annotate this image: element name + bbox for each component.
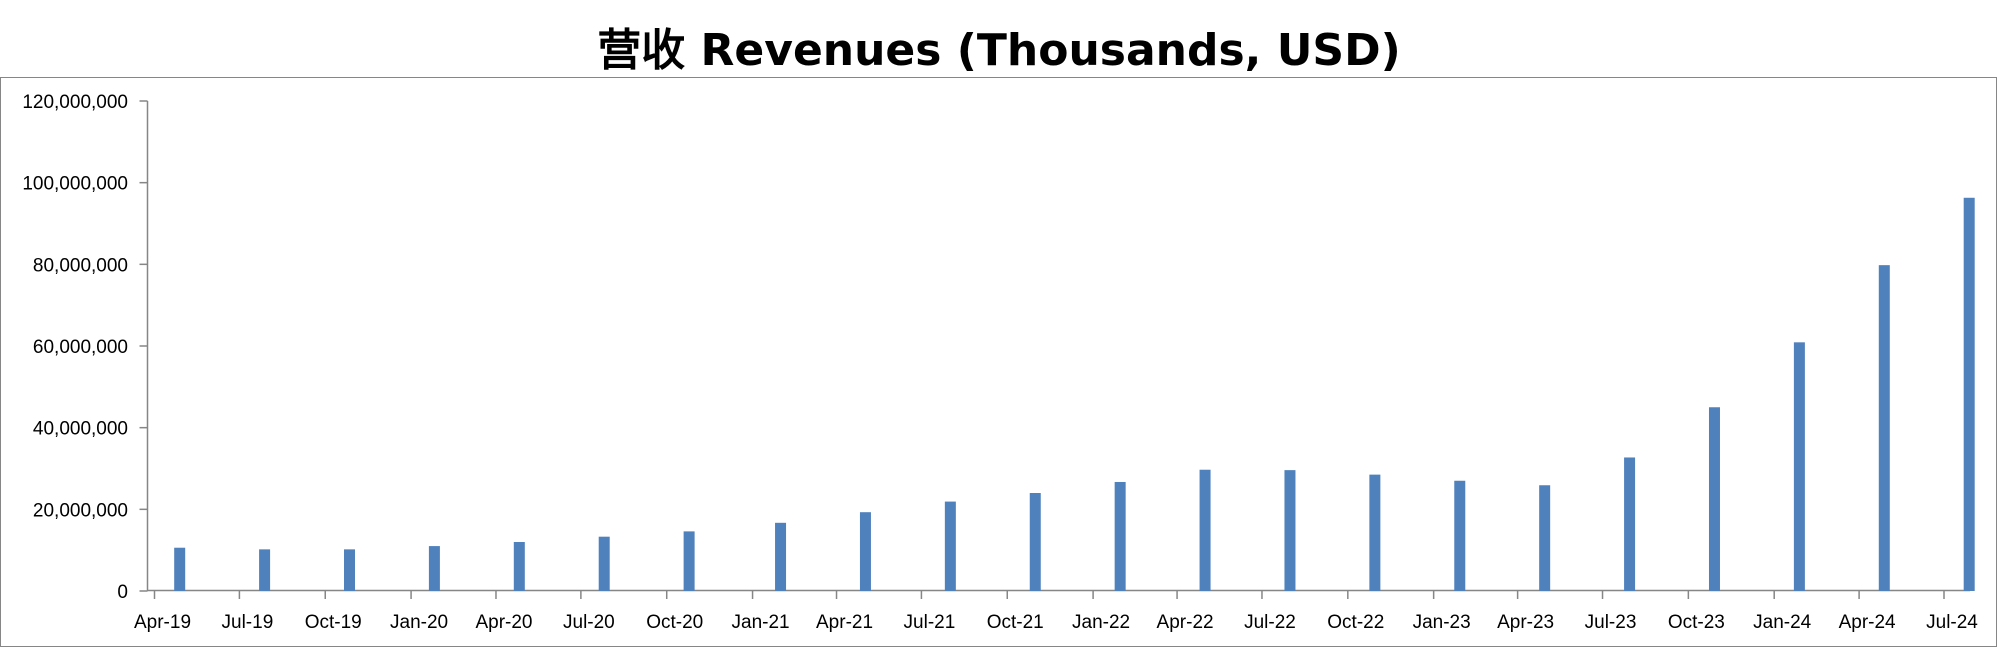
revenue-bar: [343, 549, 355, 591]
x-tick-label: Jan-22: [1072, 612, 1130, 633]
x-tick-label: Oct-19: [305, 612, 362, 633]
x-axis-ticks: Apr-19 Jul-19 Oct-19 Jan-20 Apr-20 Jul-20 Oct-…: [134, 591, 1978, 633]
revenue-bar: [1624, 457, 1636, 591]
x-tick-label: Jan-20: [390, 612, 448, 633]
revenue-bar: [259, 549, 271, 591]
x-tick-label: Oct-23: [1668, 612, 1725, 633]
x-tick-label: Jul-20: [563, 612, 615, 633]
revenue-bar: [1708, 407, 1720, 591]
revenue-bar: [428, 546, 440, 591]
y-tick-label: 100,000,000: [22, 174, 128, 195]
x-tick-label: Jul-23: [1585, 612, 1637, 633]
revenue-bar: [1114, 481, 1126, 591]
revenue-bar: [859, 512, 871, 591]
x-tick-label: Jul-19: [222, 612, 274, 633]
bar-series: [174, 197, 1975, 591]
x-tick-label: Jul-22: [1244, 612, 1296, 633]
chart-title: 营收 Revenues (Thousands, USD): [597, 25, 1401, 76]
revenue-bar: [683, 531, 695, 591]
y-tick-label: 20,000,000: [33, 500, 128, 521]
x-tick-label: Oct-22: [1327, 612, 1384, 633]
y-axis-ticks: 0 20,000,000 40,000,000 60,000,000 80,000,00…: [22, 92, 148, 603]
x-tick-label: Jul-21: [904, 612, 956, 633]
x-tick-label: Apr-21: [816, 612, 873, 633]
x-tick-label: Jan-21: [732, 612, 790, 633]
x-tick-label: Apr-22: [1157, 612, 1214, 633]
plot-area-frame: [0, 77, 1997, 647]
y-tick-label: 80,000,000: [33, 255, 128, 276]
revenue-bar: [513, 542, 525, 591]
revenue-bar: [174, 547, 186, 591]
x-tick-label: Apr-24: [1839, 612, 1896, 633]
revenue-bar: [1454, 480, 1466, 591]
x-tick-label: Apr-19: [134, 612, 191, 633]
revenue-bar: [1793, 342, 1805, 591]
revenue-bar: [1284, 470, 1296, 591]
y-tick-label: 40,000,000: [33, 419, 128, 440]
x-tick-label: Apr-23: [1497, 612, 1554, 633]
x-tick-label: Oct-20: [646, 612, 703, 633]
revenue-bar: [1369, 474, 1381, 591]
revenue-bar: [944, 501, 956, 591]
revenue-bar: [1199, 469, 1211, 591]
x-tick-label: Jul-24: [1926, 612, 1978, 633]
revenue-bar: [1878, 265, 1890, 591]
y-tick-label: 0: [117, 582, 128, 603]
y-tick-label: 120,000,000: [22, 92, 128, 113]
x-tick-label: Apr-20: [475, 612, 532, 633]
revenue-bar: [775, 522, 787, 591]
revenue-bar: [1539, 485, 1551, 591]
revenue-bar: [598, 536, 610, 591]
x-tick-label: Jan-24: [1753, 612, 1812, 633]
revenue-bar: [1963, 197, 1975, 591]
x-tick-label: Jan-23: [1413, 612, 1471, 633]
revenue-bar: [1029, 493, 1041, 591]
y-tick-label: 60,000,000: [33, 337, 128, 358]
x-tick-label: Oct-21: [987, 612, 1044, 633]
